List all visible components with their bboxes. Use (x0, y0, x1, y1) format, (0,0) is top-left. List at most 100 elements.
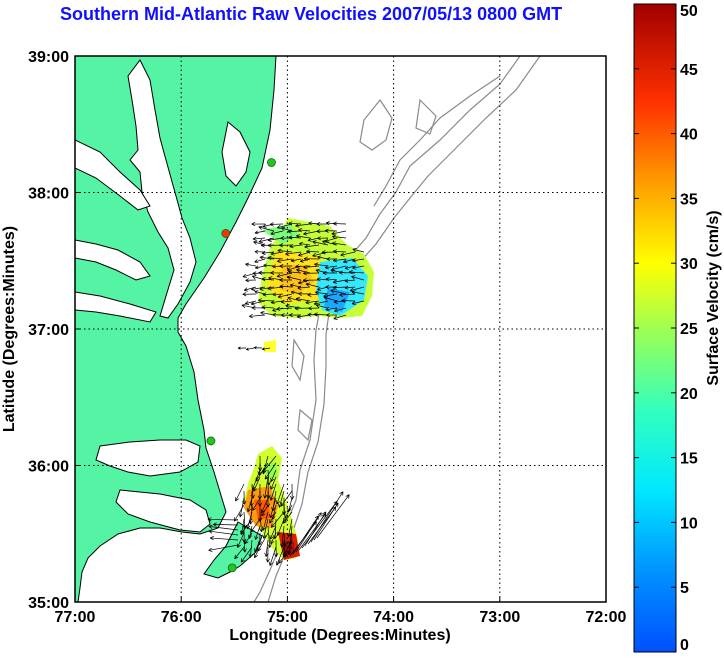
velocity-vector (294, 306, 311, 311)
velocity-vector (269, 483, 277, 501)
velocity-vector (212, 522, 239, 527)
station-marker (221, 229, 231, 238)
velocity-vector (295, 297, 311, 302)
velocity-vector (305, 282, 320, 288)
velocity-vector (270, 469, 277, 482)
colorbar-tick-labels: 0 5 10 15 20 25 30 35 40 45 50 (634, 3, 698, 654)
colorbar-tick-label: 30 (680, 256, 698, 273)
velocity-vector (298, 228, 311, 233)
velocity-vector (332, 234, 347, 239)
velocity-vector (270, 300, 284, 305)
velocity-vector (254, 290, 266, 295)
velocity-vector (295, 512, 322, 553)
velocity-vector (295, 264, 311, 269)
y-tick-label: 37:00 (28, 322, 69, 339)
velocity-vector (325, 284, 338, 290)
chart-title: Southern Mid-Atlantic Raw Velocities 200… (60, 4, 563, 24)
velocity-vector (333, 299, 347, 304)
velocity-vector (270, 270, 284, 275)
colorbar-tick-label: 45 (680, 62, 698, 79)
velocity-vector (240, 518, 253, 535)
velocity-vector (326, 313, 338, 318)
x-tick-label: 74:00 (373, 609, 414, 626)
x-tick-label: 75:00 (267, 609, 308, 626)
velocity-vector (285, 304, 302, 309)
velocity-vector (261, 250, 275, 256)
velocity-vector (254, 539, 261, 553)
velocity-vector (314, 290, 329, 295)
velocity-region-small (264, 340, 276, 352)
velocity-vector (316, 277, 329, 282)
velocity-vector (296, 268, 311, 274)
velocity-vector (278, 546, 293, 564)
velocity-vector (343, 258, 356, 264)
colorbar-tick-label: 5 (680, 580, 689, 597)
velocity-vector (351, 300, 365, 306)
velocity-vector (324, 265, 338, 270)
velocity-vector (254, 546, 261, 559)
velocity-vector (325, 307, 338, 312)
velocity-vector (270, 476, 277, 490)
velocity-vector (332, 241, 347, 246)
velocity-vector (279, 263, 293, 269)
colorbar-tick-label: 25 (680, 321, 698, 338)
velocity-vector (267, 286, 284, 291)
velocity-vector (330, 289, 347, 295)
velocity-vector (332, 258, 347, 263)
x-tick-labels: 77:00 76:00 75:00 74:00 73:00 72:00 (55, 597, 627, 626)
velocity-vector (254, 249, 266, 254)
velocity-vector (261, 504, 269, 517)
velocity-vector (276, 223, 293, 230)
velocity-vector (315, 268, 329, 274)
velocity-vector (334, 307, 347, 313)
velocity-vector (244, 300, 257, 305)
velocity-vector (341, 298, 356, 303)
velocity-vector (249, 314, 266, 319)
velocity-vector (250, 300, 266, 306)
velocity-vector (332, 279, 347, 284)
velocity-vector (304, 244, 320, 249)
velocity-vector (262, 292, 275, 297)
y-tick-label: 39:00 (28, 49, 69, 66)
velocity-vector (290, 258, 302, 263)
velocity-vector (339, 292, 356, 297)
colorbar-tick-label: 0 (680, 637, 689, 654)
velocity-vector (251, 221, 266, 227)
velocity-vector (307, 237, 320, 242)
velocity-vector (313, 502, 339, 541)
velocity-vector (316, 494, 350, 539)
velocity-vector (332, 221, 347, 226)
velocity-vector (303, 271, 320, 276)
x-tick-label: 72:00 (586, 609, 627, 626)
velocity-vector (332, 285, 347, 290)
velocity-vector (254, 258, 266, 264)
velocity-vector (261, 305, 275, 310)
velocity-vector (289, 283, 302, 288)
velocity-vector (307, 292, 320, 297)
velocity-vector (269, 525, 277, 540)
velocity-vector (269, 511, 277, 524)
y-axis-label: Latitude (Degrees:Minutes) (1, 226, 18, 432)
colorbar-tick-label: 35 (680, 191, 698, 208)
velocity-vector (344, 285, 356, 290)
velocity-vector (240, 546, 253, 563)
velocity-vector (299, 258, 311, 263)
velocity-vector (244, 532, 253, 545)
station-marker (267, 158, 276, 167)
velocity-vector (208, 524, 239, 531)
velocity-vector (340, 251, 356, 257)
velocity-vector (344, 278, 356, 283)
velocity-vector (245, 262, 257, 267)
velocity-vector (208, 529, 239, 536)
y-tick-label: 38:00 (28, 186, 69, 203)
velocity-vector (287, 269, 302, 275)
velocity-vector (333, 249, 347, 254)
velocity-vector (306, 249, 320, 254)
velocity-vector (253, 476, 261, 492)
y-tick-labels: 39:00 38:00 37:00 36:00 35:00 (28, 49, 80, 612)
velocity-vector (254, 265, 266, 270)
velocity-vector (310, 491, 344, 543)
velocity-vector (307, 312, 320, 317)
velocity-vector (299, 241, 311, 246)
